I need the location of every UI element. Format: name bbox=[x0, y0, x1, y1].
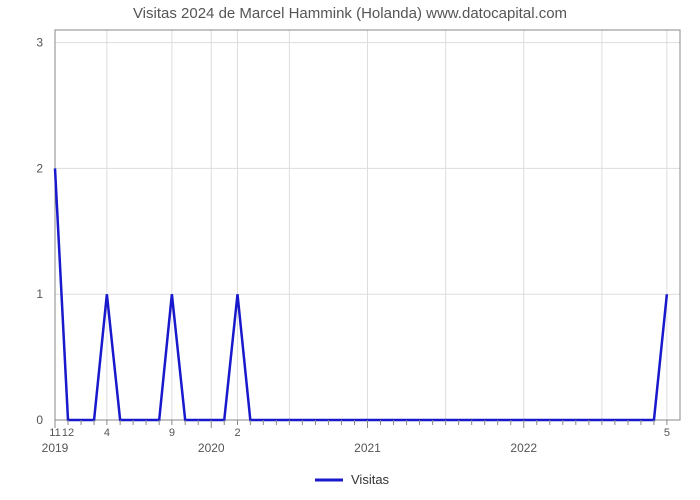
y-tick-label: 3 bbox=[36, 36, 43, 50]
x-minor-label: 2 bbox=[234, 427, 240, 439]
y-tick-label: 2 bbox=[36, 161, 43, 175]
line-chart: Visitas 2024 de Marcel Hammink (Holanda)… bbox=[0, 0, 700, 500]
y-tick-label: 1 bbox=[36, 287, 43, 301]
x-minor-label: 4 bbox=[104, 427, 110, 439]
x-minor-label: 9 bbox=[169, 427, 175, 439]
legend-label: Visitas bbox=[351, 472, 390, 487]
x-major-label: 2021 bbox=[354, 441, 381, 455]
x-minor-label: 11 bbox=[49, 427, 60, 439]
x-major-label: 2019 bbox=[42, 441, 69, 455]
y-tick-label: 0 bbox=[36, 413, 43, 427]
x-major-label: 2020 bbox=[198, 441, 225, 455]
chart-title: Visitas 2024 de Marcel Hammink (Holanda)… bbox=[133, 5, 567, 22]
x-minor-label: 12 bbox=[62, 427, 74, 439]
x-minor-label: 5 bbox=[664, 427, 670, 439]
chart-container: Visitas 2024 de Marcel Hammink (Holanda)… bbox=[0, 0, 700, 500]
x-major-label: 2022 bbox=[510, 441, 537, 455]
